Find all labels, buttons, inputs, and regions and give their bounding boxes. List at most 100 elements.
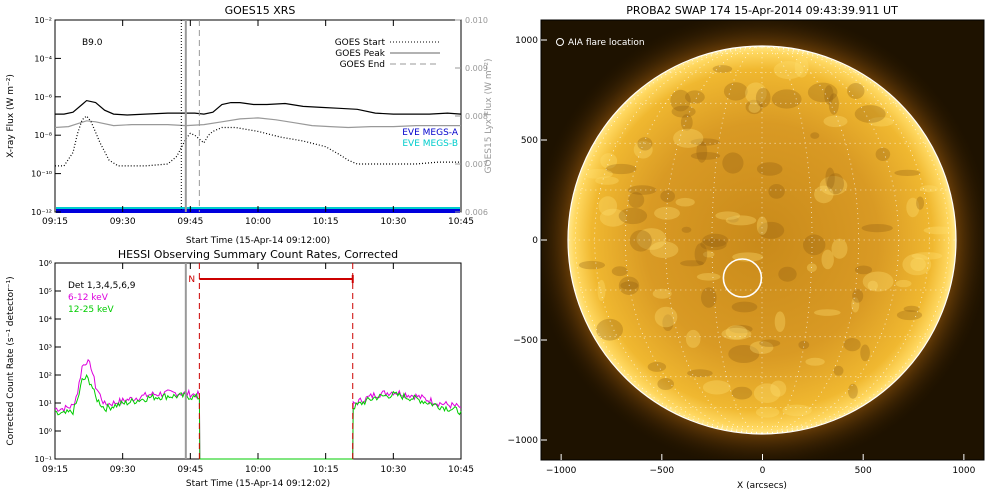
disk-texture	[755, 87, 771, 108]
disk-texture	[860, 344, 870, 362]
disk-texture	[862, 271, 894, 292]
hessi-panel: HESSI Observing Summary Count Rates, Cor…	[6, 248, 474, 489]
swap-xlabel: X (arcsecs)	[737, 481, 787, 491]
disk-texture	[700, 238, 727, 251]
disk-texture	[722, 152, 744, 174]
goes-ytick-label: 10⁻¹⁰	[31, 170, 52, 179]
disk-texture	[702, 233, 729, 247]
goes-xtick-label: 09:30	[110, 217, 136, 227]
disk-texture	[582, 169, 613, 179]
disk-texture	[673, 128, 704, 148]
disk-texture	[867, 280, 878, 291]
disk-texture	[759, 339, 781, 347]
goes-ylabel: X-ray Flux (W m⁻²)	[6, 74, 16, 158]
disk-texture	[703, 251, 715, 258]
goes-xtick-label: 10:00	[245, 217, 271, 227]
disk-texture	[758, 221, 785, 239]
disk-texture	[633, 140, 653, 159]
disk-texture	[712, 65, 733, 73]
disk-texture	[771, 89, 802, 109]
goes-series-lyman-alpha	[54, 117, 461, 129]
disk-texture	[854, 265, 873, 275]
disk-texture	[652, 288, 672, 299]
disk-texture	[597, 279, 606, 302]
disk-texture	[894, 169, 921, 176]
disk-texture	[681, 226, 692, 233]
hessi-series-12-25-keV	[54, 373, 462, 460]
disk-texture	[660, 190, 675, 203]
hessi-xtick-label: 10:45	[448, 465, 474, 475]
hessi-ytick-label: 10⁰	[39, 427, 52, 436]
disk-texture	[637, 137, 653, 151]
disk-texture	[727, 216, 739, 223]
disk-texture	[629, 230, 652, 252]
disk-texture	[833, 365, 844, 376]
disk-texture	[798, 340, 810, 350]
disk-texture	[819, 176, 848, 196]
hessi-xtick-label: 09:15	[42, 465, 68, 475]
legend-eve-megs-b: EVE MEGS-B	[402, 139, 458, 149]
disk-texture	[690, 138, 720, 146]
goes-ytick-right-label: 0.007	[465, 160, 488, 169]
disk-texture	[636, 228, 667, 250]
disk-texture	[923, 226, 955, 235]
hessi-xtick-label: 09:30	[110, 465, 136, 475]
swap-title: PROBA2 SWAP 174 15-Apr-2014 09:43:39.911…	[626, 4, 898, 17]
goes-xtick-label: 10:15	[313, 217, 339, 227]
disk-texture	[696, 141, 708, 163]
hessi-ytick-label: 10²	[39, 371, 52, 380]
disk-texture	[680, 260, 704, 267]
goes-ytick-label: 10⁻⁶	[34, 93, 52, 102]
disk-texture	[868, 117, 894, 127]
disk-texture	[823, 115, 848, 128]
flare-location-circle	[722, 258, 763, 298]
disk-texture	[861, 224, 893, 233]
goes-frame	[54, 19, 462, 213]
swap-xtick-label: 0	[760, 466, 766, 476]
disk-texture	[596, 318, 623, 341]
disk-texture	[756, 162, 783, 176]
goes-ytick-label: 10⁻⁸	[34, 131, 52, 140]
disk-texture	[902, 253, 932, 276]
disk-texture	[903, 305, 920, 312]
disk-texture	[748, 102, 761, 113]
goes-title: GOES15 XRS	[225, 4, 296, 17]
disk-texture	[723, 82, 748, 101]
annotation-circle-icon	[556, 38, 564, 46]
swap-xtick-label: −1000	[546, 466, 577, 476]
swap-ytick-label: −500	[513, 336, 538, 346]
disk-texture	[778, 266, 797, 282]
swap-xtick-label: 1000	[952, 466, 975, 476]
disk-texture	[725, 325, 748, 340]
disk-texture	[721, 327, 752, 340]
disk-texture	[731, 301, 758, 313]
legend-eve-megs-a: EVE MEGS-A	[402, 128, 459, 138]
solar-limb	[567, 45, 957, 435]
hessi-ytick-label: 10⁵	[39, 287, 52, 296]
goes-ytick-right-label: 0.010	[465, 16, 488, 25]
disk-texture	[843, 338, 861, 352]
hessi-xtick-label: 10:30	[380, 465, 406, 475]
disk-texture	[578, 260, 606, 270]
disk-texture	[805, 357, 825, 366]
hessi-ytick-label: 10³	[39, 343, 52, 352]
legend-goes-end: GOES End	[340, 60, 385, 70]
hessi-title: HESSI Observing Summary Count Rates, Cor…	[118, 248, 398, 261]
disk-texture	[600, 153, 618, 169]
disk-texture	[814, 185, 834, 204]
disk-texture	[847, 83, 865, 99]
disk-texture	[685, 90, 705, 104]
swap-ytick-label: 500	[521, 136, 538, 146]
disk-texture	[745, 99, 763, 115]
swap-ytick-label: 0	[532, 236, 538, 246]
disk-texture	[852, 289, 864, 303]
disk-texture	[875, 147, 891, 161]
disk-texture	[825, 167, 835, 190]
disk-texture	[627, 185, 657, 195]
goes-xtick-label: 10:30	[380, 217, 406, 227]
legend-goes-peak: GOES Peak	[335, 49, 385, 59]
goes-xtick-label: 09:15	[42, 217, 68, 227]
disk-texture	[595, 176, 619, 185]
goes-series-short	[55, 115, 461, 167]
